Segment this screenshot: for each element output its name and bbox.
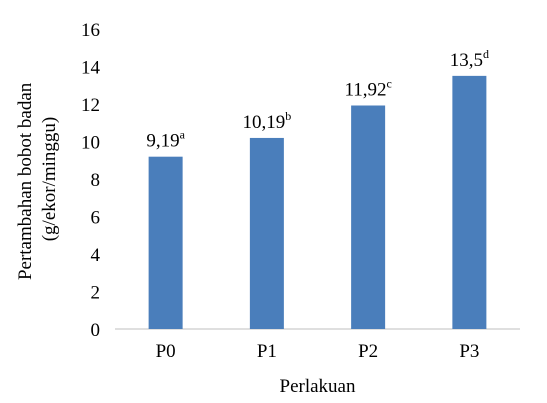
data-label-superscript: b xyxy=(285,109,291,123)
y-axis-title-line-1: Pertambahan bobot badan xyxy=(15,82,36,280)
data-label-value: 10,19 xyxy=(243,112,286,133)
y-axis-title: Pertambahan bobot badan (g/ekor/minggu) xyxy=(15,78,60,280)
y-axis-title-line-2: (g/ekor/minggu) xyxy=(39,117,60,242)
y-tick-label: 10 xyxy=(81,133,100,154)
y-tick-label: 4 xyxy=(91,245,101,266)
y-tick-label: 14 xyxy=(81,58,101,79)
data-label-value: 11,92 xyxy=(344,80,386,101)
data-label-p0: 9,19a xyxy=(146,128,185,152)
data-label-p1: 10,19b xyxy=(243,109,292,133)
y-tick-label: 8 xyxy=(91,170,101,191)
x-axis-ticks: P0 P1 P2 P3 xyxy=(156,341,480,362)
bars xyxy=(148,75,487,329)
data-label-superscript: c xyxy=(386,77,391,91)
bar-p0 xyxy=(148,156,183,329)
y-tick-label: 16 xyxy=(81,20,100,41)
data-label-value: 9,19 xyxy=(146,131,179,152)
y-axis-ticks: 0 2 4 6 8 10 12 14 16 xyxy=(81,20,101,341)
bar-p2 xyxy=(351,105,386,329)
x-axis-title: Perlakuan xyxy=(280,376,356,397)
y-tick-label: 12 xyxy=(81,95,100,116)
bar-p1 xyxy=(249,137,284,329)
data-label-value: 13,5 xyxy=(450,50,483,71)
data-label-superscript: d xyxy=(483,47,489,61)
bar-p3 xyxy=(452,75,487,329)
data-label-superscript: a xyxy=(180,128,186,142)
data-label-p3: 13,5d xyxy=(450,47,489,71)
y-tick-label: 0 xyxy=(91,320,101,341)
y-tick-label: 2 xyxy=(91,283,101,304)
data-label-p2: 11,92c xyxy=(344,77,391,101)
y-tick-label: 6 xyxy=(91,208,101,229)
x-tick-label: P2 xyxy=(358,341,378,362)
x-tick-label: P0 xyxy=(156,341,176,362)
x-tick-label: P3 xyxy=(459,341,479,362)
x-tick-label: P1 xyxy=(257,341,277,362)
data-labels: 9,19a 10,19b 11,92c 13,5d xyxy=(146,47,489,152)
